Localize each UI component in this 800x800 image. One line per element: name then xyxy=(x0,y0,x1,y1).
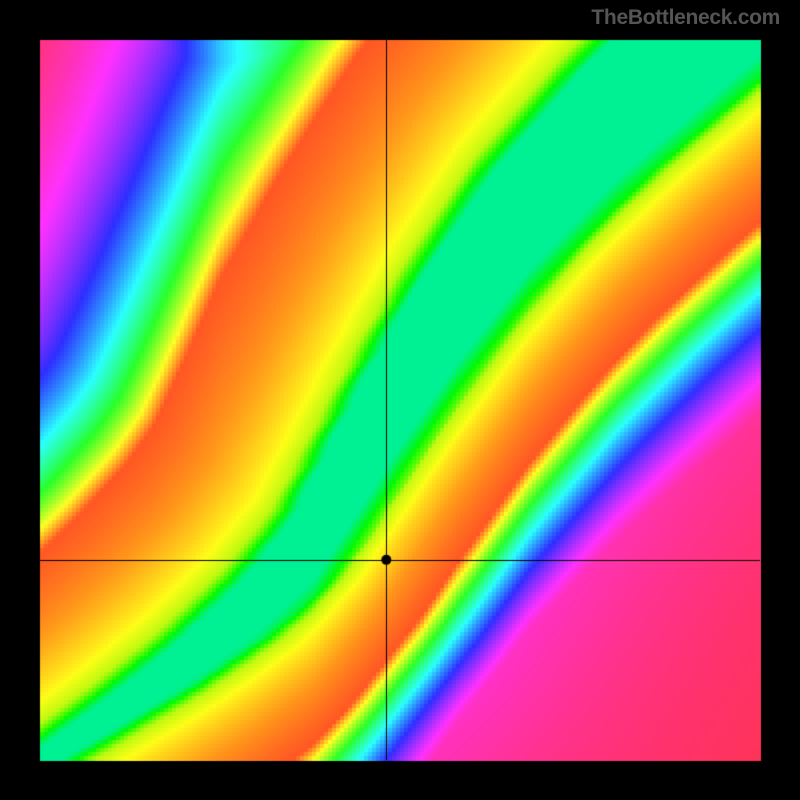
crosshair-overlay xyxy=(0,0,800,800)
watermark-label: TheBottleneck.com xyxy=(591,6,780,30)
chart-container: TheBottleneck.com xyxy=(0,0,800,800)
